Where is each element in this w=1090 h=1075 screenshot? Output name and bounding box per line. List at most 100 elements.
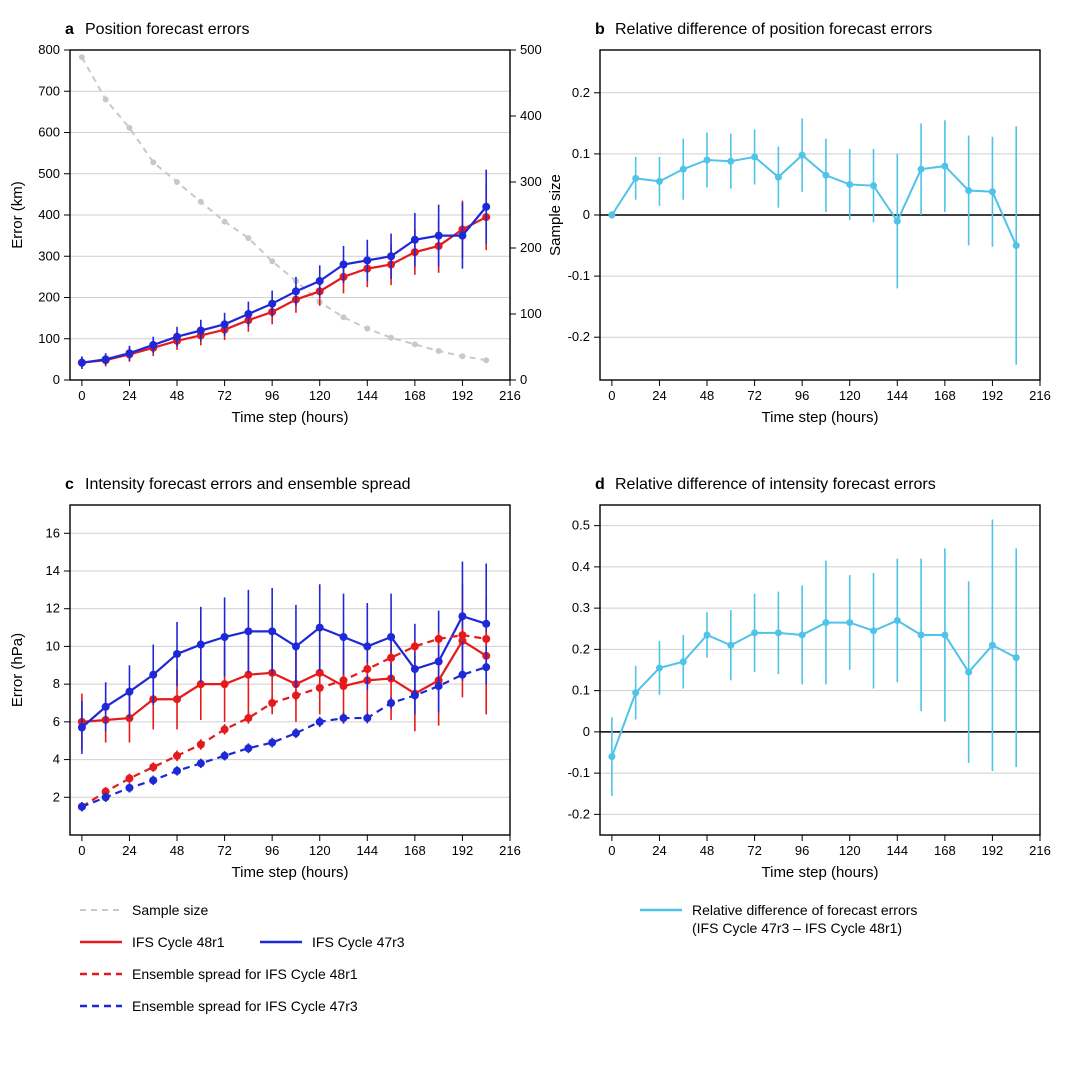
marker-reldiff [965,187,972,194]
marker-spread48r1 [221,725,229,733]
x-tick-label: 216 [499,843,521,858]
marker-reldiff [751,629,758,636]
marker-reldiff [608,212,615,219]
marker-reldiff [775,629,782,636]
marker-reldiff [989,642,996,649]
marker-reldiff [870,182,877,189]
marker-ifs47r3 [435,232,443,240]
marker-sample_size [388,335,394,341]
marker-ifs47r3 [102,703,110,711]
marker-reldiff [846,181,853,188]
marker-ifs47r3 [197,641,205,649]
marker-reldiff [822,619,829,626]
marker-ifs47r3 [292,642,300,650]
y-tick-label: 0.4 [572,559,590,574]
panel-c: cIntensity forecast errors and ensemble … [9,476,521,881]
marker-sample_size [483,357,489,363]
y-tick-label: -0.2 [568,329,590,344]
panel-a-letter: a [65,21,74,38]
marker-spread47r3 [197,759,205,767]
y-tick-label: 100 [38,331,60,346]
marker-reldiff [632,175,639,182]
marker-sample_size [222,219,228,225]
axis-frame [600,505,1040,835]
x-tick-label: 168 [934,388,956,403]
y-tick-label: 0.5 [572,518,590,533]
marker-spread48r1 [316,684,324,692]
marker-ifs47r3 [102,355,110,363]
y-tick-label: 16 [46,525,60,540]
marker-reldiff [727,158,734,165]
x-tick-label: 120 [309,388,331,403]
marker-ifs47r3 [292,287,300,295]
marker-spread47r3 [173,767,181,775]
marker-reldiff [608,753,615,760]
x-tick-label: 96 [265,843,279,858]
x-tick-label: 144 [886,843,908,858]
x-tick-label: 48 [700,388,714,403]
x-tick-label: 96 [795,388,809,403]
marker-reldiff [656,178,663,185]
marker-spread48r1 [244,714,252,722]
marker-ifs47r3 [149,341,157,349]
marker-spread47r3 [149,776,157,784]
marker-ifs47r3 [78,359,86,367]
marker-reldiff [822,172,829,179]
y-tick-label: 0.2 [572,641,590,656]
marker-spread48r1 [458,631,466,639]
legend-sublabel: (IFS Cycle 47r3 – IFS Cycle 48r1) [692,920,902,936]
marker-reldiff [1013,242,1020,249]
legend-label: Relative difference of forecast errors [692,902,917,918]
panel-b-title: Relative difference of position forecast… [615,21,932,38]
y-tick-label: 500 [38,166,60,181]
x-tick-label: 96 [265,388,279,403]
marker-ifs47r3 [411,665,419,673]
marker-ifs47r3 [197,327,205,335]
marker-spread47r3 [78,803,86,811]
x-tick-label: 216 [499,388,521,403]
panel-d-letter: d [595,476,605,493]
x-tick-label: 96 [795,843,809,858]
x-axis-label: Time step (hours) [762,864,879,881]
x-tick-label: 0 [608,388,615,403]
marker-sample_size [245,235,251,241]
panel-b-letter: b [595,21,605,38]
panel-d: d Relative difference of intensity foreca… [568,476,1051,881]
y-tick-label: 12 [46,601,60,616]
marker-reldiff [704,157,711,164]
marker-sample_size [459,353,465,359]
marker-ifs48r1 [173,695,181,703]
marker-ifs47r3 [411,236,419,244]
x-tick-label: 0 [78,843,85,858]
y-tick-label: 800 [38,42,60,57]
marker-ifs47r3 [363,256,371,264]
y-axis-label: Error (hPa) [9,633,26,707]
marker-spread48r1 [411,642,419,650]
x-tick-label: 72 [217,388,231,403]
marker-spread48r1 [435,635,443,643]
marker-ifs47r3 [387,633,395,641]
marker-sample_size [103,97,109,103]
marker-reldiff [680,658,687,665]
x-tick-label: 192 [452,388,474,403]
marker-reldiff [941,163,948,170]
marker-ifs47r3 [316,624,324,632]
x-tick-label: 72 [747,843,761,858]
marker-reldiff [680,166,687,173]
marker-sample_size [174,179,180,185]
marker-spread48r1 [363,665,371,673]
y-tick-label: 8 [53,676,60,691]
x-tick-label: 72 [217,843,231,858]
y2-axis-label: Sample size [547,174,564,256]
marker-spread47r3 [387,699,395,707]
marker-spread47r3 [340,714,348,722]
marker-reldiff [656,664,663,671]
marker-sample_size [364,326,370,332]
panel-c-letter: c [65,476,74,493]
marker-ifs48r1 [221,680,229,688]
x-tick-label: 48 [170,843,184,858]
legend-label: Ensemble spread for IFS Cycle 47r3 [132,998,358,1014]
x-tick-label: 144 [356,843,378,858]
panel-d-title: Relative difference of intensity forecas… [615,476,936,493]
marker-spread48r1 [340,676,348,684]
